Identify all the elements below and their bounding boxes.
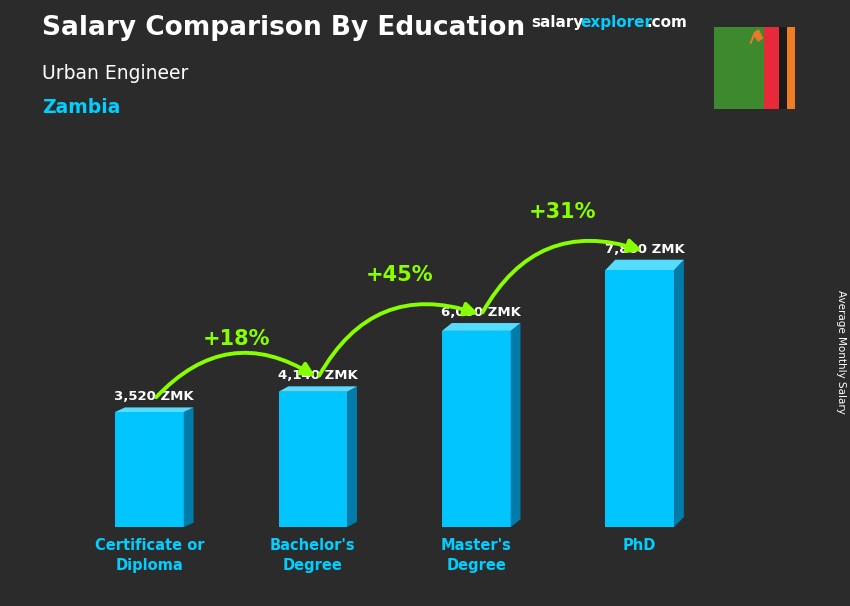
- Polygon shape: [442, 331, 511, 527]
- Text: 3,520 ZMK: 3,520 ZMK: [115, 390, 194, 404]
- Polygon shape: [605, 270, 674, 527]
- Polygon shape: [674, 260, 684, 527]
- Polygon shape: [279, 386, 357, 391]
- Polygon shape: [184, 407, 194, 527]
- Text: salary: salary: [531, 15, 584, 30]
- Bar: [764, 27, 779, 109]
- Polygon shape: [751, 30, 762, 44]
- Polygon shape: [511, 323, 520, 527]
- Text: 7,860 ZMK: 7,860 ZMK: [605, 243, 684, 256]
- Polygon shape: [347, 386, 357, 527]
- Bar: [786, 27, 795, 109]
- Text: explorer: explorer: [581, 15, 653, 30]
- Text: Salary Comparison By Education: Salary Comparison By Education: [42, 15, 525, 41]
- Text: +31%: +31%: [530, 202, 597, 222]
- Polygon shape: [115, 412, 184, 527]
- Text: 6,000 ZMK: 6,000 ZMK: [441, 306, 521, 319]
- Text: .com: .com: [646, 15, 687, 30]
- Text: Zambia: Zambia: [42, 98, 121, 117]
- Text: +18%: +18%: [202, 328, 269, 348]
- Polygon shape: [279, 391, 347, 527]
- Text: Average Monthly Salary: Average Monthly Salary: [836, 290, 846, 413]
- Polygon shape: [115, 407, 194, 412]
- Bar: [779, 27, 787, 109]
- Polygon shape: [605, 260, 684, 270]
- Polygon shape: [442, 323, 520, 331]
- Text: +45%: +45%: [366, 265, 434, 285]
- Text: 4,140 ZMK: 4,140 ZMK: [278, 370, 358, 382]
- Text: Urban Engineer: Urban Engineer: [42, 64, 189, 82]
